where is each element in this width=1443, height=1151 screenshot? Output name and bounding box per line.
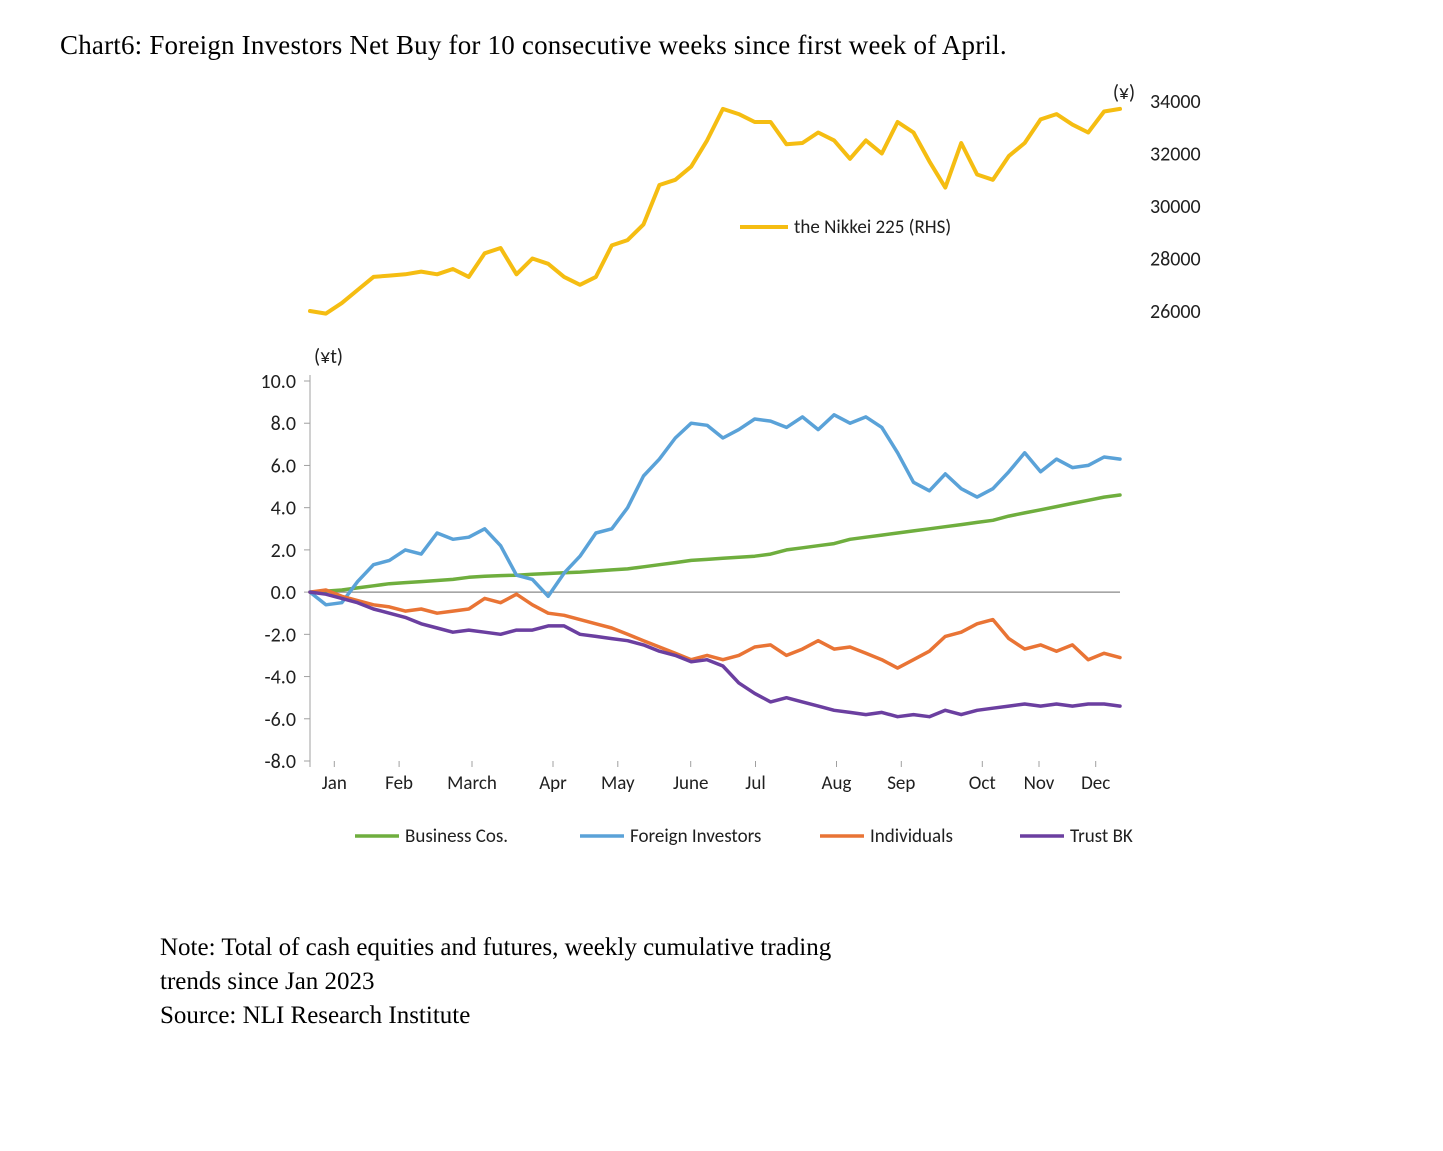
nikkei-line [310,109,1120,314]
y-tick-label: 30000 [1150,195,1201,219]
legend-label: Individuals [870,825,953,848]
chart-note-line3: Source: NLI Research Institute [160,999,1160,1033]
x-tick-label: March [447,772,497,795]
y-tick-label: -4.0 [265,666,296,690]
legend-label: Trust BK [1070,825,1133,848]
series-line [310,590,1120,668]
legend-label: Foreign Investors [630,825,761,848]
y-tick-label: 34000 [1150,90,1201,114]
y-unit-label: (¥) [1113,81,1135,105]
y-tick-label: 28000 [1150,248,1201,272]
y-tick-label: 10.0 [261,370,296,394]
nikkei-chart: 26000 28000 30000 32000 34000 (¥) the Nikkei 2… [180,81,1260,331]
x-tick-label: Aug [822,772,852,795]
x-tick-label: Jul [745,772,765,795]
y-tick-label: 32000 [1150,143,1201,167]
x-tick-label: June [673,772,708,795]
y-tick-label: 4.0 [271,497,296,521]
x-tick-label: Sep [887,772,915,795]
y-tick-label: 8.0 [271,412,296,436]
series-line [310,495,1120,592]
x-tick-label: Apr [539,772,567,795]
legend-label: Business Cos. [405,825,508,848]
page-title: Chart6: Foreign Investors Net Buy for 10… [60,30,1383,61]
x-tick-label: Dec [1081,772,1110,795]
x-tick-label: May [601,772,635,795]
x-tick-label: Feb [385,772,413,795]
y-tick-label: -6.0 [265,708,296,732]
investor-flow-chart: -8.0 -6.0 -4.0 -2.0 0.0 2.0 4.0 6.0 8.0 10.0 (¥t) J… [180,331,1260,861]
y-tick-label: -8.0 [265,750,296,774]
legend-label: the Nikkei 225 (RHS) [794,216,951,239]
chart-note-line2: trends since Jan 2023 [160,965,1160,999]
y-tick-label: -2.0 [265,623,296,647]
x-tick-label: Jan [322,772,347,795]
y-tick-label: 6.0 [271,454,296,478]
x-tick-label: Nov [1024,772,1055,795]
y-tick-label: 0.0 [271,581,296,605]
chart-note-line1: Note: Total of cash equities and futures… [160,931,1160,965]
y-tick-label: 2.0 [271,539,296,563]
y-tick-label: 26000 [1150,300,1201,324]
y-unit-label: (¥t) [314,345,343,369]
x-tick-label: Oct [969,772,997,795]
series-line [310,415,1120,605]
